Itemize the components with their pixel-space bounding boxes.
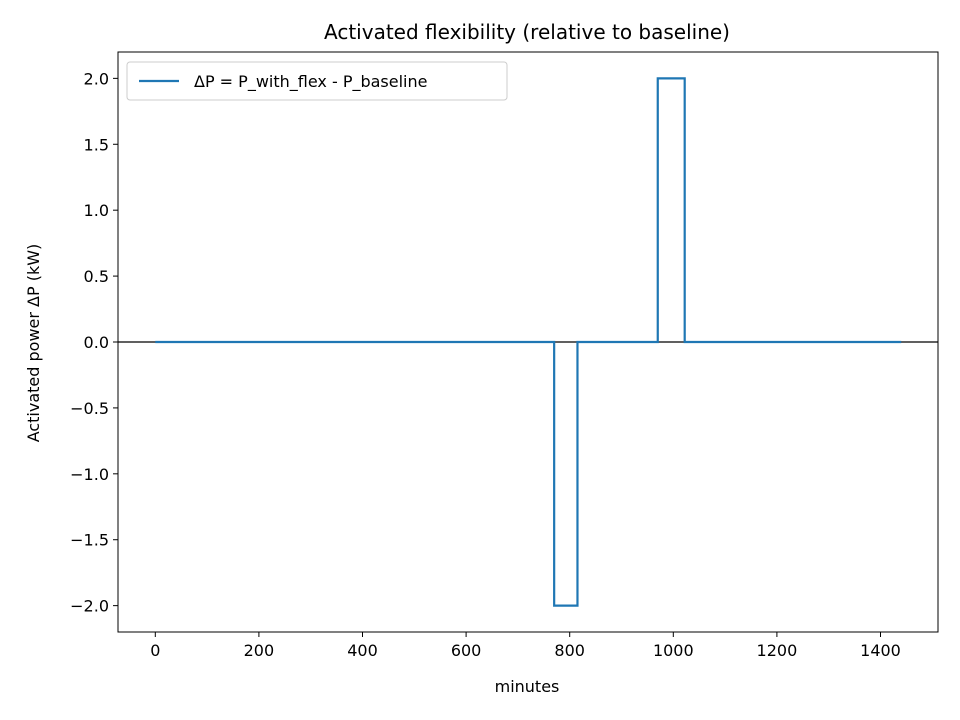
plot-area: 0 200 400 600 800 1000 1200 1400 2.0 1.5 1.0 0.5 0.0… (70, 51, 939, 660)
x-tick-label: 800 (554, 641, 585, 660)
y-axis-label: Activated power ΔP (kW) (24, 244, 43, 443)
x-tick-label: 1200 (757, 641, 798, 660)
chart-title: Activated flexibility (relative to basel… (324, 20, 730, 44)
x-tick-label: 1400 (860, 641, 901, 660)
y-tick-label: 0.5 (84, 267, 109, 286)
legend-frame (126, 61, 508, 101)
legend-label: ΔP = P_with_flex - P_baseline (194, 72, 427, 92)
y-tick-label: 2.0 (84, 69, 109, 88)
x-tick-label: 400 (347, 641, 378, 660)
y-tick-label: 0.0 (84, 333, 109, 352)
series-line-0 (155, 77, 902, 607)
y-tick-label: −1.0 (70, 465, 109, 484)
x-tick-label: 1000 (653, 641, 694, 660)
y-tick-label: 1.0 (84, 201, 109, 220)
x-axis-label: minutes (495, 677, 560, 696)
y-tick-label: −2.0 (70, 597, 109, 616)
x-tick-label: 600 (451, 641, 482, 660)
legend: ΔP = P_with_flex - P_baseline (126, 61, 508, 101)
y-tick-label: −0.5 (70, 399, 109, 418)
y-tick-label: 1.5 (84, 135, 109, 154)
x-tick-label: 0 (150, 641, 160, 660)
x-tick-label: 200 (244, 641, 275, 660)
y-tick-label: −1.5 (70, 531, 109, 550)
